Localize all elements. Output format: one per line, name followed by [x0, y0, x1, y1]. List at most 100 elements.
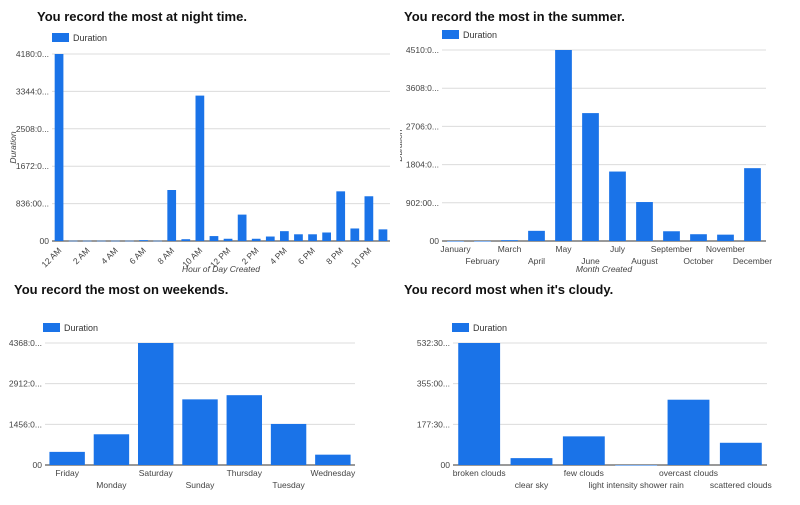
bar: [609, 171, 626, 241]
bar-chart-weekday: Duration 00 1456:0... 2912:0... 4368:0... Fri…: [9, 323, 356, 490]
y-tick-label: 3344:0...: [16, 86, 49, 96]
x-tick-label: Tuesday: [272, 480, 305, 490]
bar: [125, 240, 134, 242]
bar: [510, 458, 553, 465]
bar: [350, 228, 360, 241]
legend-label: Duration: [473, 323, 507, 333]
bar: [182, 399, 218, 465]
bar: [474, 241, 491, 242]
bar: [315, 454, 351, 465]
legend-label: Duration: [463, 30, 497, 40]
x-tick-label: March: [498, 244, 522, 254]
bar: [501, 240, 518, 241]
legend-swatch: [442, 30, 459, 39]
bar: [615, 465, 658, 466]
chart-title: You record most when it's cloudy.: [404, 282, 614, 297]
x-tick-label: January: [440, 244, 471, 254]
bar: [717, 234, 734, 241]
bar: [280, 231, 289, 241]
x-tick-label: April: [528, 256, 545, 266]
bar: [663, 231, 680, 241]
bar: [237, 214, 247, 241]
bar: [93, 434, 130, 465]
x-tick-label: Friday: [55, 468, 79, 478]
x-tick-label: 4 PM: [268, 245, 289, 266]
x-tick-label: May: [555, 244, 572, 254]
x-tick-label: 4 AM: [99, 245, 120, 266]
bar: [111, 240, 120, 242]
bar: [447, 241, 464, 242]
bar: [68, 240, 78, 242]
x-tick-label: clear sky: [515, 480, 549, 490]
bar: [719, 442, 762, 465]
chart-panel-weekday: You record the most on weekends. Duratio…: [0, 280, 400, 505]
bar: [336, 191, 346, 241]
bar: [636, 202, 653, 241]
legend-swatch: [43, 323, 60, 332]
bar-chart-month: Duration 00 902:00... 1804:0... 2706:0... 360…: [400, 30, 772, 274]
x-tick-label: November: [706, 244, 745, 254]
x-tick-label: scattered clouds: [710, 480, 772, 490]
x-tick-label: Thursday: [227, 468, 263, 478]
bar-chart-hour: Duration 00 836:00... 1672:0... 2508:0... 334…: [8, 33, 390, 274]
y-tick-label: 2912:0...: [9, 379, 42, 389]
x-tick-label: 10 PM: [349, 245, 373, 269]
y-tick-label: 4180:0...: [16, 49, 49, 59]
y-tick-label: 902:00...: [406, 198, 439, 208]
y-tick-label: 177:30...: [417, 419, 450, 429]
bar: [555, 50, 572, 241]
x-tick-label: October: [683, 256, 713, 266]
chart-title: You record the most at night time.: [37, 9, 247, 24]
y-tick-label: 4368:0...: [9, 338, 42, 348]
bar-chart-weather: Duration 00 177:30... 355:00... 532:30... bro…: [417, 323, 772, 490]
x-tick-label: December: [733, 256, 772, 266]
bar: [265, 236, 275, 241]
y-tick-label: 836:00...: [16, 199, 49, 209]
x-tick-label: broken clouds: [453, 468, 506, 478]
y-tick-label: 2508:0...: [16, 124, 49, 134]
y-axis-title: Duration: [400, 129, 404, 161]
bar: [96, 240, 106, 242]
legend-label: Duration: [64, 323, 98, 333]
y-tick-label: 2706:0...: [406, 121, 439, 131]
x-tick-label: Monday: [96, 480, 127, 490]
bar: [744, 168, 761, 241]
legend-swatch: [452, 323, 469, 332]
x-tick-label: light intensity shower rain: [588, 480, 684, 490]
bar: [49, 451, 85, 465]
bar: [322, 232, 331, 241]
chart-panel-weather: You record most when it's cloudy. Durati…: [400, 280, 800, 505]
y-tick-label: 355:00...: [417, 379, 450, 389]
bar: [458, 343, 501, 465]
bar: [139, 240, 148, 241]
x-tick-label: Wednesday: [310, 468, 355, 478]
y-tick-label: 1672:0...: [16, 161, 49, 171]
y-tick-label: 00: [441, 460, 451, 470]
legend-swatch: [52, 33, 69, 42]
bar: [562, 436, 605, 465]
bar: [528, 230, 545, 241]
y-tick-label: 00: [430, 236, 440, 246]
bar: [181, 239, 191, 241]
chart-panel-month: You record the most in the summer. Durat…: [400, 0, 800, 280]
bar: [226, 395, 262, 465]
y-tick-label: 1804:0...: [406, 160, 439, 170]
chart-panel-hour: You record the most at night time. Durat…: [0, 0, 400, 280]
x-tick-label: 12 AM: [39, 245, 63, 269]
x-axis-title: Hour of Day Created: [182, 264, 260, 274]
y-tick-label: 3608:0...: [406, 83, 439, 93]
bar: [378, 229, 388, 241]
x-tick-label: 6 AM: [127, 245, 148, 266]
bar: [690, 234, 707, 241]
bar: [153, 240, 162, 242]
y-tick-label: 00: [33, 460, 43, 470]
bar: [54, 54, 64, 241]
y-tick-label: 532:30...: [417, 338, 450, 348]
x-tick-label: July: [610, 244, 626, 254]
x-tick-label: Sunday: [186, 480, 216, 490]
bar: [82, 240, 92, 242]
chart-title: You record the most on weekends.: [14, 282, 229, 297]
x-tick-label: 8 AM: [155, 245, 176, 266]
bar: [364, 196, 374, 241]
bar: [209, 236, 219, 241]
